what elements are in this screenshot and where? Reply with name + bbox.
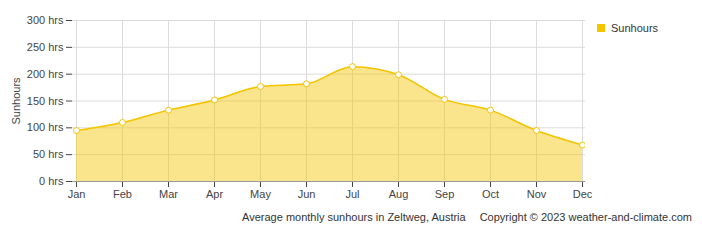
svg-text:Mar: Mar	[159, 188, 178, 200]
svg-text:Jan: Jan	[68, 188, 86, 200]
svg-text:Aug: Aug	[389, 188, 409, 200]
svg-text:100 hrs: 100 hrs	[27, 121, 64, 133]
svg-text:250 hrs: 250 hrs	[27, 41, 64, 53]
html-text:Average monthly sunhours in Ze: Average monthly sunhours in Zeltweg, Aus…	[242, 211, 466, 223]
svg-text:50 hrs: 50 hrs	[33, 148, 64, 160]
svg-text:May: May	[250, 188, 271, 200]
svg-text:Nov: Nov	[527, 188, 547, 200]
svg-text:Oct: Oct	[482, 188, 499, 200]
svg-text:150 hrs: 150 hrs	[27, 95, 64, 107]
svg-text:Dec: Dec	[573, 188, 593, 200]
svg-text:Feb: Feb	[113, 188, 132, 200]
svg-text:Jun: Jun	[298, 188, 316, 200]
svg-text:Sep: Sep	[435, 188, 455, 200]
svg-text:Jul: Jul	[345, 188, 359, 200]
svg-text:300 hrs: 300 hrs	[27, 14, 64, 26]
svg-text:Apr: Apr	[206, 188, 223, 200]
html-text:Sunhours: Sunhours	[611, 22, 659, 34]
svg-text:0 hrs: 0 hrs	[39, 175, 64, 187]
svg-text:200 hrs: 200 hrs	[27, 68, 64, 80]
svg-text:Sunhours: Sunhours	[10, 77, 22, 125]
html-text:Copyright © 2023 weather-and-c: Copyright © 2023 weather-and-climate.com	[479, 211, 692, 223]
